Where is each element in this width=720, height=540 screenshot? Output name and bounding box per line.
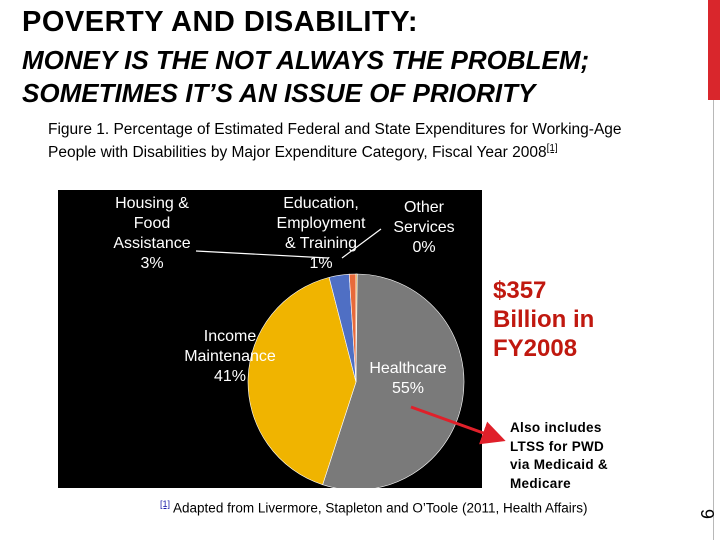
accent-divider — [713, 100, 714, 540]
label-housing-food: Housing & Food Assistance 3% — [113, 195, 190, 272]
label-income-maintenance: Income Maintenance 41% — [184, 328, 276, 385]
label-housing-food-line: Assistance — [113, 235, 190, 252]
note-line-1: Also includes — [510, 420, 602, 435]
label-income-maintenance-line: Maintenance — [184, 348, 276, 365]
page-number: 6 — [698, 509, 718, 520]
label-housing-food-line: 3% — [140, 255, 163, 272]
accent-bar — [708, 0, 720, 100]
label-other-services-line: 0% — [412, 239, 435, 256]
slice-other-services — [355, 273, 358, 383]
label-education-employment-line: 1% — [309, 255, 332, 272]
note-line-2: LTSS for PWD — [510, 438, 605, 454]
label-healthcare-line: Healthcare — [369, 360, 446, 377]
caption-text: Figure 1. Percentage of Estimated Federa… — [48, 121, 622, 162]
footnote: [1] Adapted from Livermore, Stapleton an… — [160, 499, 588, 516]
label-other-services-line: Services — [393, 219, 454, 236]
footnote-text: Adapted from Livermore, Stapleton and O’… — [173, 500, 588, 516]
note-line-4: Medicare — [510, 475, 571, 491]
label-education-employment: Education, Employment & Training 1% — [277, 195, 366, 272]
total-callout-line-1: $357 — [493, 277, 547, 304]
subtitle-line-2: SOMETIMES IT’S AN ISSUE OF PRIORITY — [22, 78, 536, 108]
label-other-services-line: Other — [404, 199, 445, 216]
slide-title: POVERTY AND DISABILITY: — [22, 6, 419, 38]
slice-income-maintenance — [247, 277, 357, 486]
label-education-employment-line: Education, — [283, 195, 359, 212]
healthcare-note: Also includes LTSS for PWD via Medicaid … — [510, 419, 608, 493]
total-callout: $357 Billion in FY2008 — [493, 276, 594, 363]
total-callout-line-3: FY2008 — [493, 335, 578, 362]
label-housing-food-line: Housing & — [115, 195, 189, 212]
pie-chart: Healthcare 55% Income Maintenance 41% Housing… — [58, 190, 482, 488]
label-other-services: Other Services 0% — [393, 199, 454, 256]
subtitle-line-1: MONEY IS THE NOT ALWAYS THE PROBLEM; — [22, 45, 590, 75]
label-education-employment-line: & Training — [285, 235, 357, 252]
label-income-maintenance-line: 41% — [214, 368, 246, 385]
label-housing-food-line: Food — [134, 215, 170, 232]
label-education-employment-line: Employment — [277, 215, 366, 232]
footnote-reference[interactable]: [1] — [160, 499, 171, 509]
note-line-3: via Medicaid & — [510, 457, 608, 472]
pie-slices — [247, 273, 465, 488]
total-callout-line-2: Billion in — [493, 306, 595, 333]
label-income-maintenance-line: Income — [204, 328, 257, 345]
leader-line-housing — [195, 250, 329, 259]
slice-labels: Healthcare 55% Income Maintenance 41% Housing… — [113, 195, 454, 397]
caption-reference[interactable]: [1] — [546, 143, 558, 154]
label-healthcare: Healthcare 55% — [369, 360, 446, 397]
leader-line-other — [341, 228, 382, 259]
label-healthcare-line: 55% — [392, 380, 424, 397]
figure-caption: Figure 1. Percentage of Estimated Federa… — [48, 120, 668, 162]
slide-subtitle: MONEY IS THE NOT ALWAYS THE PROBLEM; SOM… — [22, 44, 589, 110]
